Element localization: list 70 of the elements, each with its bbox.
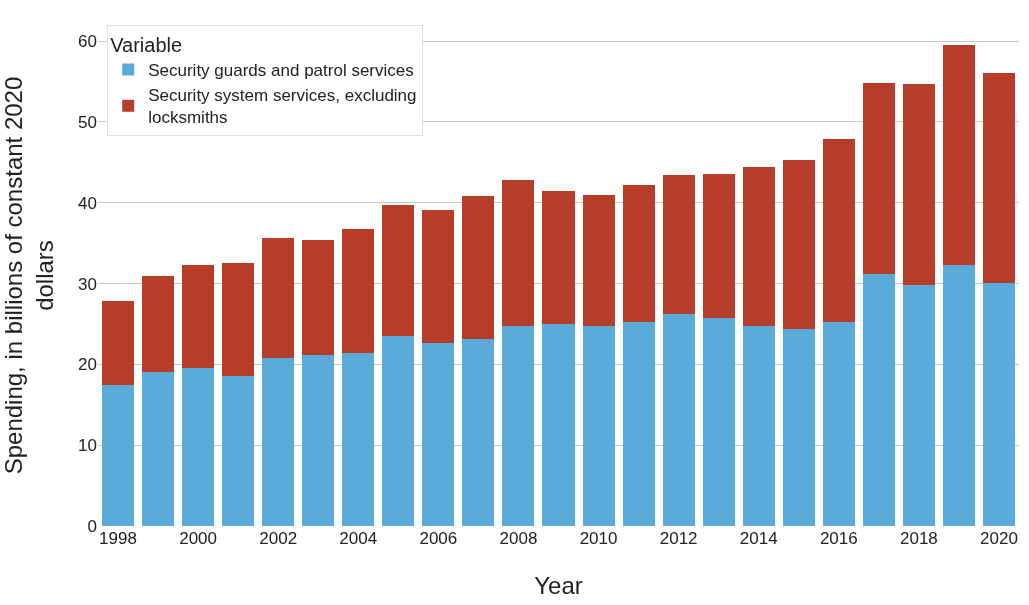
bar xyxy=(182,265,215,369)
bar xyxy=(462,196,495,340)
bar xyxy=(542,323,575,526)
bar xyxy=(102,300,135,386)
y-tick-label: 50 xyxy=(78,112,97,132)
bar xyxy=(982,73,1015,283)
x-tick-label: 2014 xyxy=(739,529,778,548)
bar xyxy=(942,45,975,265)
bar xyxy=(702,318,735,526)
bar xyxy=(742,167,775,326)
y-tick-label: 20 xyxy=(78,355,97,375)
bar xyxy=(782,159,815,329)
y-tick-label: 0 xyxy=(87,516,97,536)
bar xyxy=(382,336,415,526)
bar xyxy=(142,275,175,372)
y-tick-label: 10 xyxy=(78,436,97,456)
bar xyxy=(942,265,975,526)
bar xyxy=(422,210,455,343)
bar xyxy=(222,375,255,526)
bar xyxy=(502,180,535,326)
legend-label: Security system services, excluding locksmiths xyxy=(148,86,417,128)
y-tick-label: 30 xyxy=(78,274,97,294)
bar xyxy=(342,228,375,354)
legend-label: Security guards and patrol services xyxy=(148,61,414,81)
bar xyxy=(382,205,415,337)
bar xyxy=(662,314,695,526)
bar xyxy=(142,371,175,526)
bar xyxy=(422,342,455,526)
x-tick-label: 1998 xyxy=(99,529,137,548)
bar xyxy=(662,175,695,315)
x-tick-label: 2012 xyxy=(659,529,698,548)
bar xyxy=(462,339,495,526)
bar xyxy=(262,357,295,526)
bar xyxy=(902,285,935,526)
bar xyxy=(582,194,615,326)
bar xyxy=(302,239,335,355)
x-tick-label: 2008 xyxy=(499,529,538,548)
bar xyxy=(542,190,575,324)
y-tick-label: 60 xyxy=(78,32,97,52)
x-tick-label: 2004 xyxy=(339,529,378,548)
bar xyxy=(622,322,655,526)
bar xyxy=(822,321,855,526)
bar xyxy=(262,238,295,358)
bar xyxy=(502,325,535,526)
bar xyxy=(902,83,935,286)
legend-title: Variable xyxy=(110,34,183,56)
x-tick-label: 2010 xyxy=(579,529,618,548)
bar xyxy=(702,174,735,319)
x-tick-label: 2000 xyxy=(179,529,218,548)
x-tick-label: 2002 xyxy=(259,529,298,548)
bar xyxy=(302,354,335,526)
bar xyxy=(822,138,855,322)
x-axis-title: Year xyxy=(534,572,583,600)
bar xyxy=(982,282,1015,526)
bar xyxy=(742,325,775,526)
y-axis-title: Spending, in billions of constant 2020 dollars xyxy=(0,76,59,475)
bar xyxy=(182,368,215,526)
bar xyxy=(862,83,895,274)
x-tick-label: 2020 xyxy=(980,529,1018,548)
bar xyxy=(622,185,655,323)
x-tick-label: 2018 xyxy=(899,529,938,548)
bar xyxy=(782,328,815,526)
bar xyxy=(342,353,375,526)
x-tick-label: 2016 xyxy=(819,529,858,548)
y-tick-label: 40 xyxy=(78,193,97,213)
x-tick-label: 2006 xyxy=(419,529,458,548)
bar xyxy=(222,263,255,376)
bar xyxy=(102,385,135,526)
bar xyxy=(582,325,615,526)
bar xyxy=(862,273,895,526)
